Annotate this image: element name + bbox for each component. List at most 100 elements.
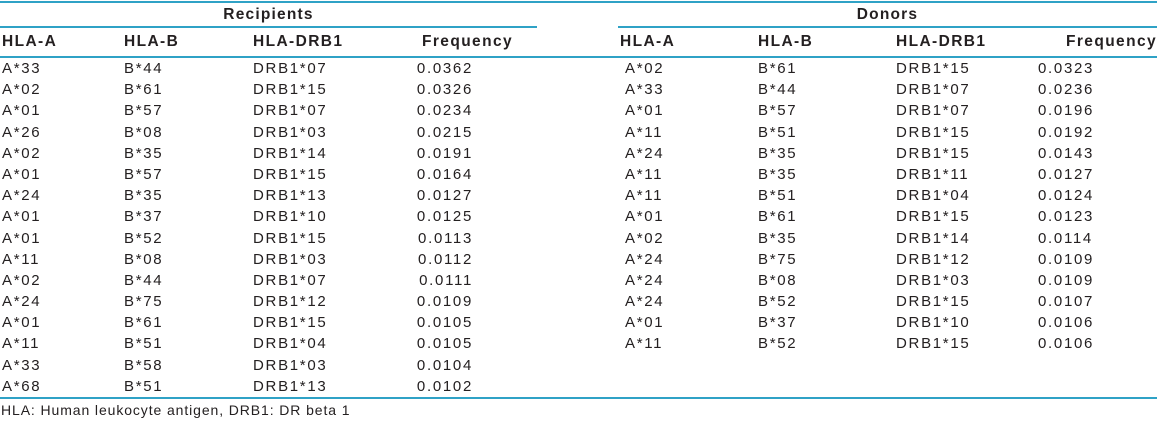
- table-cell: 0.0105: [416, 335, 473, 353]
- table-row: A*68 B*51 DRB1*13 0.0102: [0, 376, 537, 397]
- table-cell: 0.0109: [1038, 271, 1095, 289]
- table-cell: A*02: [2, 144, 42, 162]
- column-header-hla-a: HLA-A: [2, 33, 58, 50]
- bottom-rule: [0, 397, 1157, 399]
- table-cell: B*61: [124, 314, 164, 332]
- column-header-hla-drb1: HLA-DRB1: [253, 33, 344, 50]
- table-row: A*33 B*44 DRB1*07 0.0236: [618, 79, 1157, 100]
- table-cell: A*02: [625, 60, 665, 77]
- table-cell: A*24: [625, 250, 665, 268]
- table-cell: 0.0104: [416, 356, 473, 374]
- table-cell: 0.0191: [416, 144, 473, 162]
- table-cell: DRB1*14: [896, 229, 971, 247]
- table-cell: DRB1*07: [253, 271, 328, 289]
- table-cell: A*01: [2, 208, 42, 226]
- table-cell: B*35: [758, 165, 798, 183]
- table-cell: 0.0109: [416, 293, 473, 311]
- table-cell: A*33: [625, 81, 665, 99]
- table-cell: B*44: [124, 271, 164, 289]
- column-header-row: HLA-A HLA-B HLA-DRB1 Frequency HLA-A HLA-B HL…: [0, 28, 1157, 56]
- table-cell: 0.0113: [418, 229, 473, 247]
- table-row: A*11 B*51 DRB1*04 0.0124: [618, 185, 1157, 206]
- table-cell: 0.0114: [1038, 229, 1093, 247]
- table-cell: B*75: [124, 293, 164, 311]
- table-cell: 0.0323: [1038, 60, 1095, 77]
- table-cell: 0.0106: [1038, 335, 1095, 353]
- table-cell: A*11: [625, 335, 664, 353]
- column-headers-recipients: HLA-A HLA-B HLA-DRB1 Frequency: [0, 28, 537, 56]
- table-cell: 0.0106: [1038, 314, 1095, 332]
- table-cell: DRB1*03: [896, 271, 971, 289]
- table-cell: DRB1*14: [253, 144, 328, 162]
- table-cell: A*02: [2, 81, 42, 99]
- table-footnote: HLA: Human leukocyte antigen, DRB1: DR b…: [1, 402, 351, 418]
- table-row: A*26 B*08 DRB1*03 0.0215: [0, 122, 537, 143]
- table-cell: DRB1*12: [896, 250, 971, 268]
- table-row: A*02 B*61 DRB1*15 0.0326: [0, 79, 537, 100]
- table-row: A*11 B*52 DRB1*15 0.0106: [618, 333, 1157, 354]
- table-cell: A*01: [2, 165, 42, 183]
- group-header-donors: Donors: [618, 3, 1157, 28]
- table-row: A*02 B*44 DRB1*07 0.0111: [0, 270, 537, 291]
- table-cell: B*08: [124, 250, 164, 268]
- table-cell: DRB1*15: [253, 229, 328, 247]
- table-cell: 0.0192: [1038, 123, 1095, 141]
- table-cell: B*35: [124, 187, 164, 205]
- table-cell: B*75: [758, 250, 798, 268]
- table-cell: A*24: [625, 293, 665, 311]
- table-cell: DRB1*13: [253, 187, 328, 205]
- table-cell: DRB1*12: [253, 293, 328, 311]
- header-underline-rule: [0, 56, 1157, 58]
- table-row: A*11 B*35 DRB1*11 0.0127: [618, 164, 1157, 185]
- table-cell: A*02: [2, 271, 42, 289]
- table-cell: DRB1*04: [896, 187, 971, 205]
- table-cell: B*37: [758, 314, 798, 332]
- table-row: A*24 B*52 DRB1*15 0.0107: [618, 291, 1157, 312]
- table-cell: DRB1*11: [896, 165, 970, 183]
- table-cell: DRB1*15: [253, 81, 328, 99]
- table-cell: A*33: [2, 356, 42, 374]
- table-cell: A*01: [625, 314, 665, 332]
- table-cell: 0.0326: [416, 81, 473, 99]
- table-cell: 0.0102: [416, 377, 473, 395]
- table-cell: B*37: [124, 208, 164, 226]
- section-gap: [537, 58, 618, 397]
- table-cell: A*11: [625, 187, 664, 205]
- table-cell: A*11: [625, 165, 664, 183]
- table-cell: B*35: [758, 144, 798, 162]
- column-header-frequency: Frequency: [1066, 33, 1157, 50]
- table-row: A*01 B*61 DRB1*15 0.0123: [618, 206, 1157, 227]
- table-row: A*01 B*57 DRB1*07 0.0196: [618, 100, 1157, 121]
- table-cell: DRB1*07: [253, 102, 328, 120]
- table-cell: A*01: [2, 314, 42, 332]
- table-cell: B*35: [758, 229, 798, 247]
- table-row: A*01 B*37 DRB1*10 0.0106: [618, 312, 1157, 333]
- table-cell: DRB1*15: [896, 144, 971, 162]
- table-row: A*01 B*37 DRB1*10 0.0125: [0, 206, 537, 227]
- table-cell: B*08: [124, 123, 164, 141]
- table-cell: B*52: [124, 229, 164, 247]
- table-row: A*24 B*75 DRB1*12 0.0109: [0, 291, 537, 312]
- column-header-hla-b: HLA-B: [758, 33, 814, 50]
- table-body-donors: A*02 B*61 DRB1*15 0.0323 A*33 B*44 DRB1*07 0.02…: [618, 58, 1157, 397]
- section-gap: [537, 28, 618, 56]
- table-row: A*24 B*75 DRB1*12 0.0109: [618, 249, 1157, 270]
- table-bodies: A*33 B*44 DRB1*07 0.0362 A*02 B*61 DRB1*15 0.03…: [0, 58, 1157, 397]
- section-gap: [537, 3, 618, 28]
- table-cell: B*52: [758, 293, 798, 311]
- table-cell: 0.0125: [416, 208, 473, 226]
- table-cell: 0.0124: [1038, 187, 1095, 205]
- table-cell: B*58: [124, 356, 164, 374]
- table-row: A*24 B*35 DRB1*15 0.0143: [618, 143, 1157, 164]
- table-row: A*11 B*51 DRB1*04 0.0105: [0, 333, 537, 354]
- table-cell: 0.0109: [1038, 250, 1095, 268]
- top-rule: [0, 1, 1157, 3]
- table-cell: B*61: [758, 60, 798, 77]
- table-cell: 0.0127: [1038, 165, 1095, 183]
- table-body-recipients: A*33 B*44 DRB1*07 0.0362 A*02 B*61 DRB1*15 0.03…: [0, 58, 537, 397]
- table-cell: 0.0111: [419, 271, 473, 289]
- table-cell: DRB1*04: [253, 335, 328, 353]
- table-cell: DRB1*13: [253, 377, 328, 395]
- table-cell: B*61: [124, 81, 164, 99]
